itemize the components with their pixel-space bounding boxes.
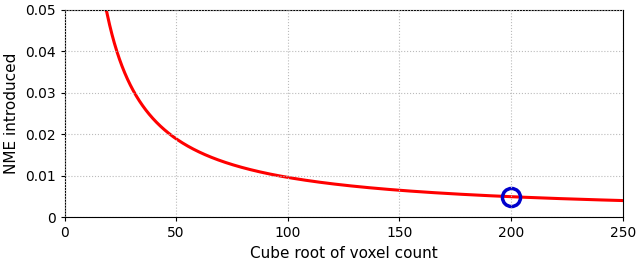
Y-axis label: NME introduced: NME introduced — [4, 53, 19, 174]
X-axis label: Cube root of voxel count: Cube root of voxel count — [250, 246, 438, 261]
